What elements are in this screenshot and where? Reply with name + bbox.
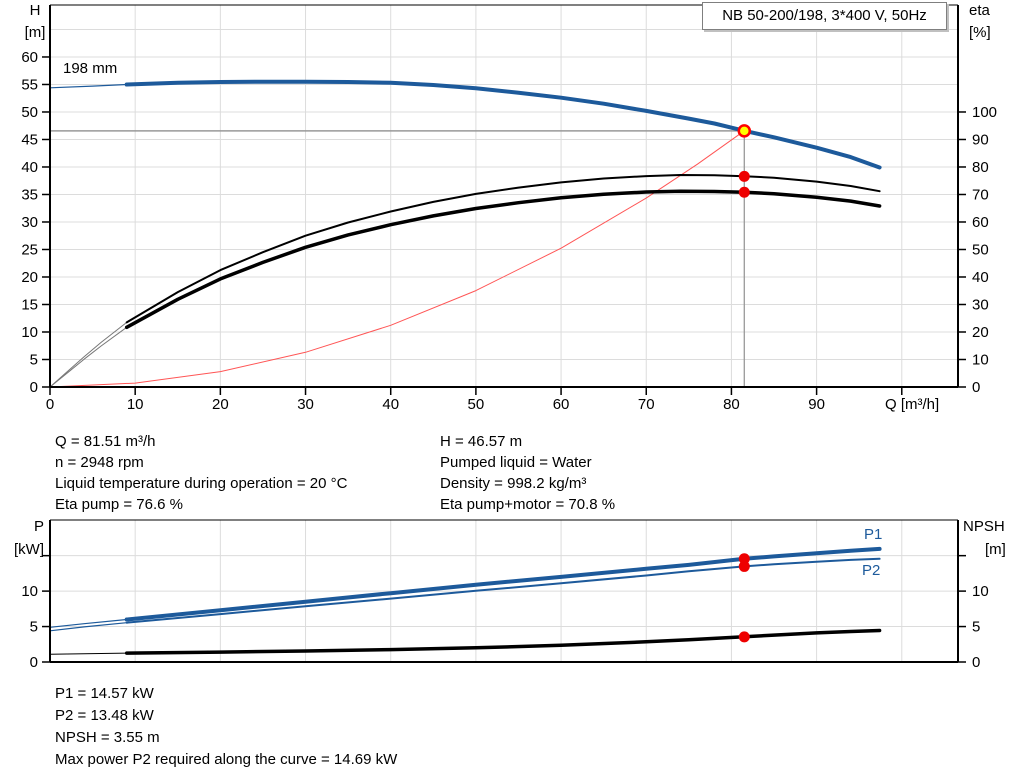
svg-text:50: 50 [972,241,989,258]
npsh-axis-label: NPSH [963,518,1005,535]
svg-text:40: 40 [972,269,989,286]
svg-text:10: 10 [127,396,144,413]
info-max-power: Max power P2 required along the curve = … [55,751,398,768]
svg-text:15: 15 [21,296,38,313]
svg-text:50: 50 [468,396,485,413]
pump-title-box: NB 50-200/198, 3*400 V, 50Hz [702,2,947,30]
svg-text:100: 100 [972,104,997,121]
info-speed: n = 2948 rpm [55,454,144,471]
p1-curve-label: P1 [864,526,883,543]
info-temperature: Liquid temperature during operation = 20… [55,475,348,492]
svg-text:0: 0 [972,379,980,396]
info-eta-pump-motor: Eta pump+motor = 70.8 % [440,496,616,513]
svg-text:35: 35 [21,186,38,203]
svg-text:80: 80 [723,396,740,413]
svg-text:70: 70 [638,396,655,413]
info-density: Density = 998.2 kg/m³ [440,475,587,492]
h-axis-unit: [m] [24,24,46,41]
info-eta-pump: Eta pump = 76.6 % [55,496,183,513]
p-axis-unit: [kW] [14,541,44,558]
p-axis-label: P [33,518,44,535]
svg-text:10: 10 [21,583,38,600]
power-info: P1 = 14.57 kW P2 = 13.48 kW NPSH = 3.55 … [55,683,397,771]
svg-text:5: 5 [972,619,980,636]
svg-text:0: 0 [972,654,980,671]
svg-text:10: 10 [972,583,989,600]
svg-text:45: 45 [21,131,38,148]
svg-text:20: 20 [972,324,989,341]
svg-text:80: 80 [972,159,989,176]
svg-text:0: 0 [46,396,54,413]
svg-text:20: 20 [21,269,38,286]
h-axis-label: H [29,2,41,19]
svg-text:5: 5 [30,619,38,636]
svg-text:30: 30 [972,296,989,313]
svg-text:25: 25 [21,241,38,258]
info-flow: Q = 81.51 m³/h [55,433,156,450]
svg-text:10: 10 [972,351,989,368]
svg-text:60: 60 [553,396,570,413]
eta-axis-unit: [%] [969,24,991,41]
svg-text:90: 90 [972,131,989,148]
info-head: H = 46.57 m [440,433,523,450]
impeller-diameter-label: 198 mm [63,60,118,77]
svg-text:50: 50 [21,104,38,121]
svg-text:70: 70 [972,186,989,203]
svg-text:5: 5 [30,351,38,368]
q-axis-label: Q [m³/h] [885,396,940,413]
eta-axis-label: eta [969,2,990,19]
duty-info-left: Q = 81.51 m³/h n = 2948 rpm Liquid tempe… [55,431,347,515]
info-p1: P1 = 14.57 kW [55,685,154,702]
svg-text:30: 30 [21,214,38,231]
info-liquid: Pumped liquid = Water [440,454,592,471]
npsh-axis-unit: [m] [985,541,1006,558]
svg-text:60: 60 [972,214,989,231]
svg-text:55: 55 [21,76,38,93]
p2-curve-label: P2 [862,562,881,579]
svg-text:40: 40 [21,159,38,176]
svg-text:60: 60 [21,49,38,66]
info-p2: P2 = 13.48 kW [55,707,154,724]
duty-info-right: H = 46.57 m Pumped liquid = Water Densit… [440,431,615,515]
svg-text:20: 20 [212,396,229,413]
svg-text:0: 0 [30,379,38,396]
svg-text:0: 0 [30,654,38,671]
svg-text:10: 10 [21,324,38,341]
info-npsh: NPSH = 3.55 m [55,729,160,746]
svg-text:30: 30 [297,396,314,413]
svg-text:40: 40 [382,396,399,413]
svg-text:90: 90 [808,396,825,413]
